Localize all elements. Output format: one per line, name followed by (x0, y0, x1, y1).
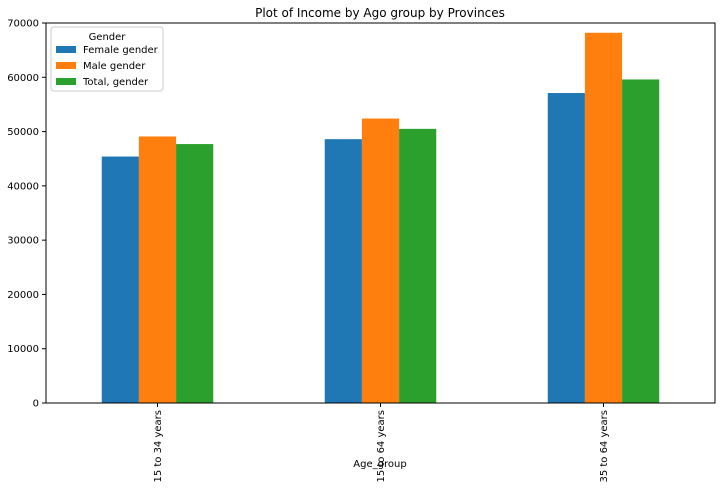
bar-male-gender-2 (584, 32, 623, 404)
y-tick-label: 50000 (7, 127, 39, 138)
legend-entry: Female gender (83, 45, 159, 56)
bar-female-gender-0 (101, 156, 139, 403)
bar-total-gender-0 (176, 144, 214, 403)
legend-entry: Male gender (83, 61, 146, 72)
y-tick-label: 0 (33, 399, 39, 410)
x-tick-label: 35 to 64 years (599, 410, 610, 483)
legend-swatch (56, 46, 76, 53)
bar-total-gender-1 (399, 128, 437, 404)
x-tick-label: 15 to 34 years (153, 410, 164, 483)
bar-male-gender-0 (138, 136, 177, 403)
axes-layer: 0 10000 20000 30000 40000 50000 60000 70000 15 t… (7, 19, 716, 483)
y-tick-label: 70000 (7, 19, 39, 30)
y-tick-label: 10000 (7, 344, 39, 355)
legend: Gender Female gender Male gender Total, gen… (50, 26, 164, 92)
y-tick-label: 20000 (7, 290, 39, 301)
bar-total-gender-2 (622, 79, 660, 404)
legend-swatch (56, 62, 76, 69)
legend-entry: Total, gender (82, 77, 149, 88)
x-tick-label: 15 to 64 years (376, 410, 387, 483)
legend-box (50, 26, 164, 92)
bar-male-gender-1 (361, 118, 400, 403)
y-tick-label: 30000 (7, 236, 39, 247)
bar-female-gender-2 (547, 93, 585, 403)
y-tick-label: 40000 (7, 181, 39, 192)
legend-title: Gender (89, 32, 127, 43)
y-tick-label: 60000 (7, 73, 39, 84)
chart-title: Plot of Income by Ago group by Provinces (255, 6, 505, 20)
x-axis-label: Age_group (353, 459, 406, 470)
bars-layer (101, 32, 660, 404)
legend-swatch (56, 78, 76, 85)
bar-female-gender-1 (324, 139, 362, 404)
